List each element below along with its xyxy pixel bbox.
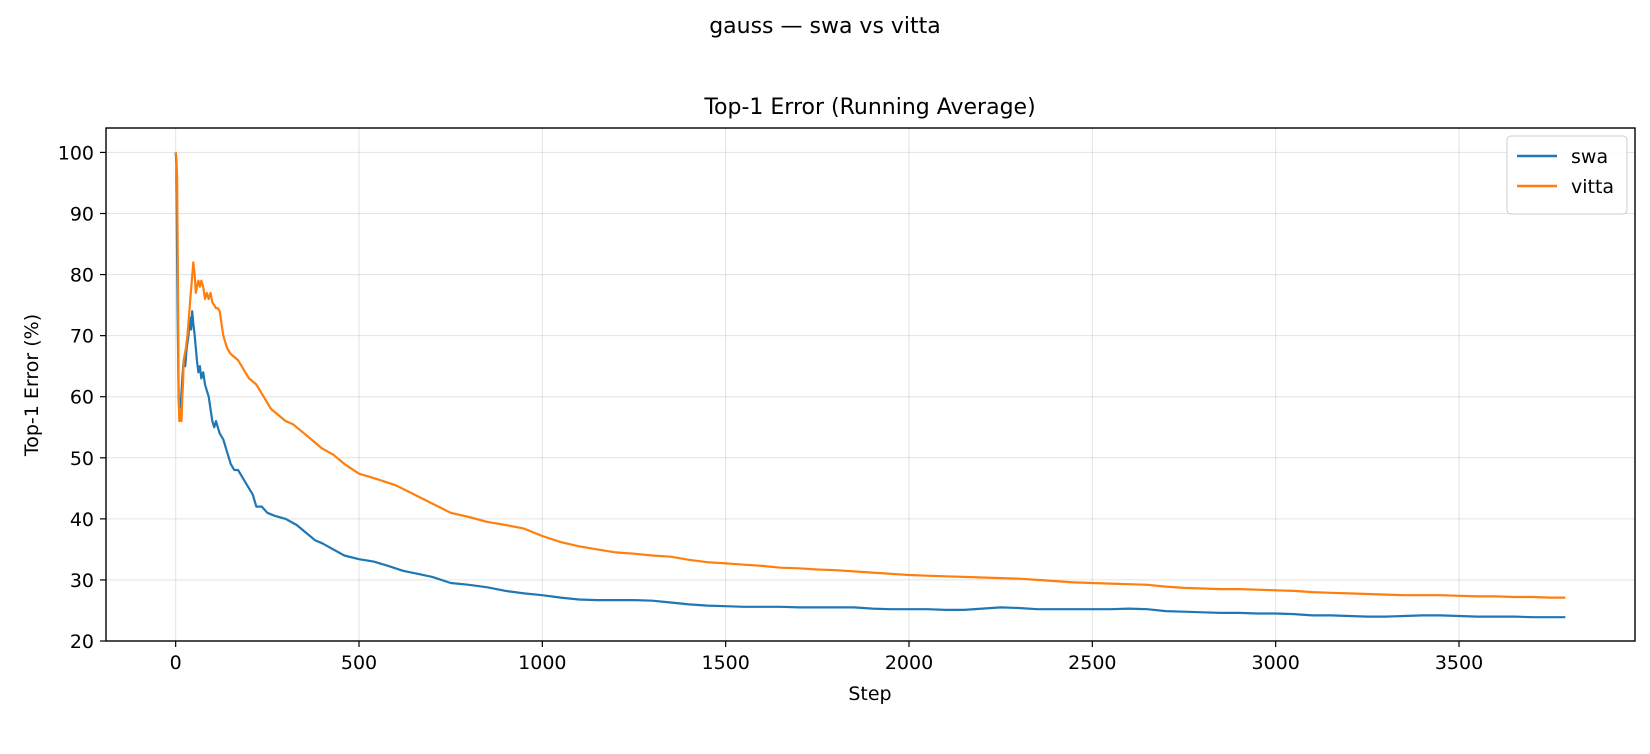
plot-frame bbox=[105, 127, 1636, 642]
legend-box bbox=[1506, 135, 1628, 215]
series-line-swa bbox=[174, 152, 1566, 619]
grid-lines bbox=[106, 128, 1635, 642]
y-tick-label: 80 bbox=[70, 265, 94, 287]
x-tick-label: 2500 bbox=[1068, 652, 1116, 674]
series-lines bbox=[174, 152, 1566, 619]
figure-suptitle: gauss — swa vs vitta bbox=[709, 14, 941, 39]
y-tick-label: 40 bbox=[70, 509, 94, 531]
y-tick-label: 30 bbox=[70, 570, 94, 592]
x-axis-label: Step bbox=[848, 683, 891, 705]
y-tick-label: 100 bbox=[58, 142, 94, 164]
y-tick-label: 20 bbox=[70, 631, 94, 653]
y-tick-label: 60 bbox=[70, 387, 94, 409]
x-tick-label: 1000 bbox=[518, 652, 566, 674]
x-tick-label: 3500 bbox=[1435, 652, 1483, 674]
x-tick-label: 500 bbox=[341, 652, 377, 674]
x-tick-label: 1500 bbox=[701, 652, 749, 674]
axis-ticks: 0 500 1000 1500 2000 2500 3000 3500 20 30 40 50 60 70… bbox=[58, 142, 1483, 674]
legend-label-swa: swa bbox=[1571, 146, 1608, 168]
legend: swa vitta bbox=[1506, 135, 1628, 215]
series-line-vitta bbox=[174, 152, 1566, 599]
y-tick-label: 50 bbox=[70, 448, 94, 470]
chart-title: Top-1 Error (Running Average) bbox=[703, 95, 1035, 120]
x-tick-label: 3000 bbox=[1251, 652, 1299, 674]
y-axis-label: Top-1 Error (%) bbox=[21, 314, 43, 457]
legend-label-vitta: vitta bbox=[1571, 176, 1614, 198]
x-tick-label: 0 bbox=[170, 652, 182, 674]
y-tick-label: 90 bbox=[70, 204, 94, 226]
y-tick-label: 70 bbox=[70, 326, 94, 348]
x-tick-label: 2000 bbox=[885, 652, 933, 674]
